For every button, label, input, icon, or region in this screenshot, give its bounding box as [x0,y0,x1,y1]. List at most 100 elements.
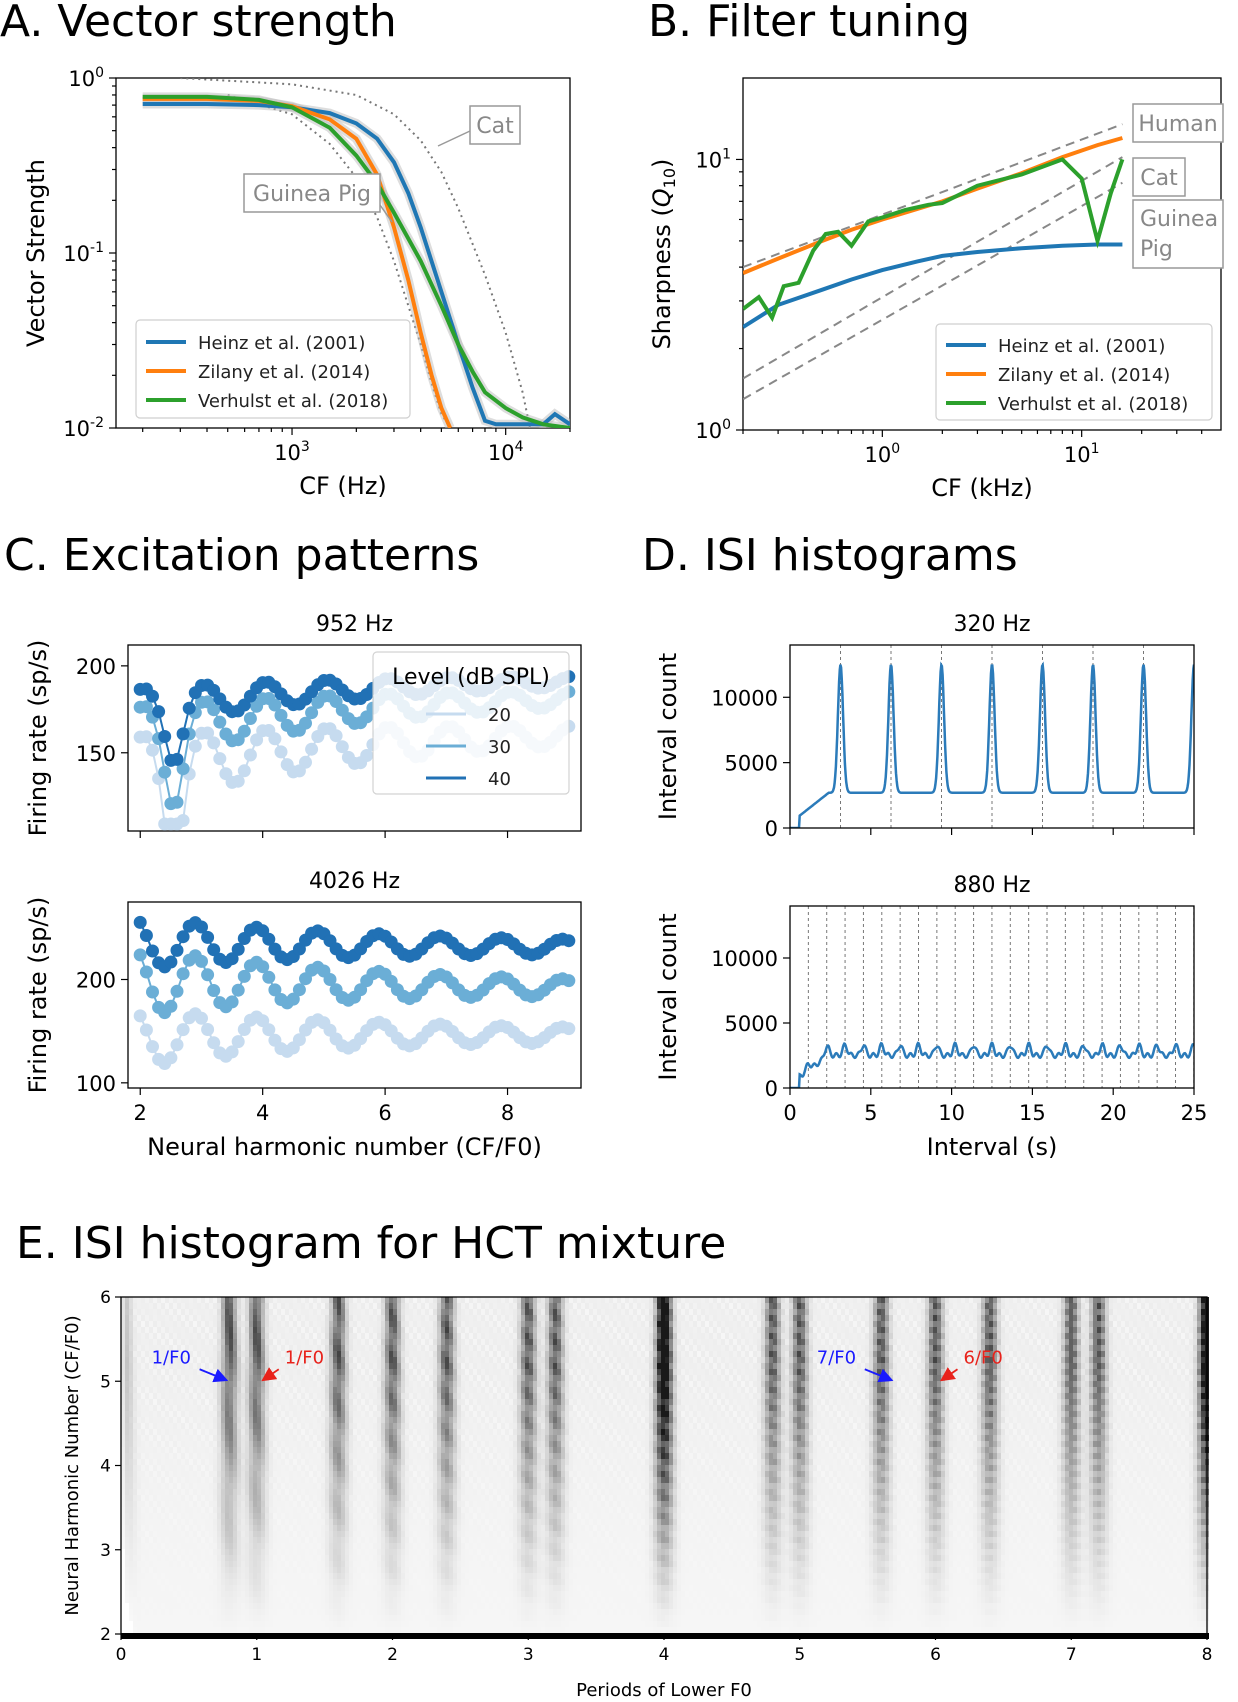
heatmap-cell [141,1321,145,1327]
heatmap-cell [397,1357,401,1363]
heatmap-cell [1089,1297,1093,1303]
heatmap-cell [733,1381,737,1387]
heatmap-cell [361,1321,365,1327]
heatmap-cell [757,1315,761,1321]
heatmap-cell [729,1309,733,1315]
heatmap-cell [593,1321,597,1327]
heatmap-cell [761,1375,765,1381]
heatmap-cell [969,1309,973,1315]
heatmap-cell [633,1309,637,1315]
heatmap-cell [873,1315,877,1321]
heatmap-cell [353,1375,357,1381]
heatmap-cell [689,1315,693,1321]
level-point-40 [231,942,245,956]
heatmap-cell [733,1351,737,1357]
heatmap-cell [133,1339,137,1345]
heatmap-cell [953,1357,957,1363]
heatmap-cell [881,1351,885,1357]
heatmap-cell [565,1321,569,1327]
heatmap-cell [917,1309,921,1315]
heatmap-cell [681,1375,685,1381]
heatmap-cell [1153,1303,1157,1309]
heatmap-cell [1117,1369,1121,1375]
heatmap-cell [537,1375,541,1381]
heatmap-cell [537,1357,541,1363]
heatmap-cell [613,1297,617,1303]
heatmap-cell [941,1381,945,1387]
heatmap-cell [581,1309,585,1315]
heatmap-cell [737,1375,741,1381]
heatmap-cell [509,1345,513,1351]
heatmap-cell [885,1381,889,1387]
heatmap-cell [609,1345,613,1351]
heatmap-cell [869,1351,873,1357]
heatmap-cell [405,1387,409,1393]
heatmap-cell [893,1327,897,1333]
heatmap-cell [865,1387,869,1393]
heatmap-cell [189,1375,193,1381]
heatmap-cell [769,1303,773,1309]
heatmap-cell [1137,1309,1141,1315]
heatmap-cell [345,1363,349,1369]
heatmap-cell [389,1375,393,1381]
heatmap-cell [153,1375,157,1381]
heatmap-cell [649,1309,653,1315]
heatmap-cell [909,1297,913,1303]
heatmap-cell [1113,1297,1117,1303]
heatmap-cell [221,1297,225,1303]
heatmap-cell [1029,1381,1033,1387]
panel-b-title: B. Filter tuning [648,0,970,47]
heatmap-cell [261,1309,265,1315]
heatmap-cell [801,1381,805,1387]
heatmap-cell [929,1363,933,1369]
heatmap-cell [573,1345,577,1351]
heatmap-cell [697,1315,701,1321]
heatmap-cell [733,1375,737,1381]
heatmap-cell [957,1357,961,1363]
heatmap-cell [405,1345,409,1351]
heatmap-cell [377,1333,381,1339]
x-tick-label: 101 [1064,441,1100,467]
heatmap-cell [677,1363,681,1369]
heatmap-cell [725,1381,729,1387]
heatmap-cell [501,1351,505,1357]
heatmap-cell [481,1315,485,1321]
heatmap-cell [865,1309,869,1315]
heatmap-cell [265,1333,269,1339]
heatmap-cell [453,1387,457,1393]
heatmap-cell [925,1351,929,1357]
heatmap-cell [281,1321,285,1327]
heatmap-cell [1089,1333,1093,1339]
heatmap-cell [357,1375,361,1381]
heatmap-cell [577,1321,581,1327]
heatmap-cell [253,1297,257,1303]
heatmap-cell [729,1327,733,1333]
heatmap-cell [681,1357,685,1363]
heatmap-cell [941,1333,945,1339]
heatmap-cell [265,1315,269,1321]
heatmap-cell [149,1387,153,1393]
heatmap-cell [709,1321,713,1327]
heatmap-cell [253,1381,257,1387]
heatmap-cell [473,1369,477,1375]
heatmap-cell [573,1333,577,1339]
heatmap-cell [1189,1345,1193,1351]
heatmap-cell [833,1303,837,1309]
heatmap-cell [209,1315,213,1321]
heatmap-cell [1185,1315,1189,1321]
heatmap-cell [277,1363,281,1369]
heatmap-cell [1177,1375,1181,1381]
heatmap-cell [1149,1315,1153,1321]
heatmap-cell [669,1333,673,1339]
heatmap-cell [825,1309,829,1315]
heatmap-cell [141,1363,145,1369]
heatmap-cell [613,1309,617,1315]
heatmap-cell [793,1327,797,1333]
heatmap-cell [641,1357,645,1363]
heatmap-cell [1041,1297,1045,1303]
heatmap-cell [985,1315,989,1321]
heatmap-cell [313,1315,317,1321]
level-point-20 [207,1036,221,1050]
heatmap-cell [1137,1303,1141,1309]
heatmap-cell [721,1351,725,1357]
